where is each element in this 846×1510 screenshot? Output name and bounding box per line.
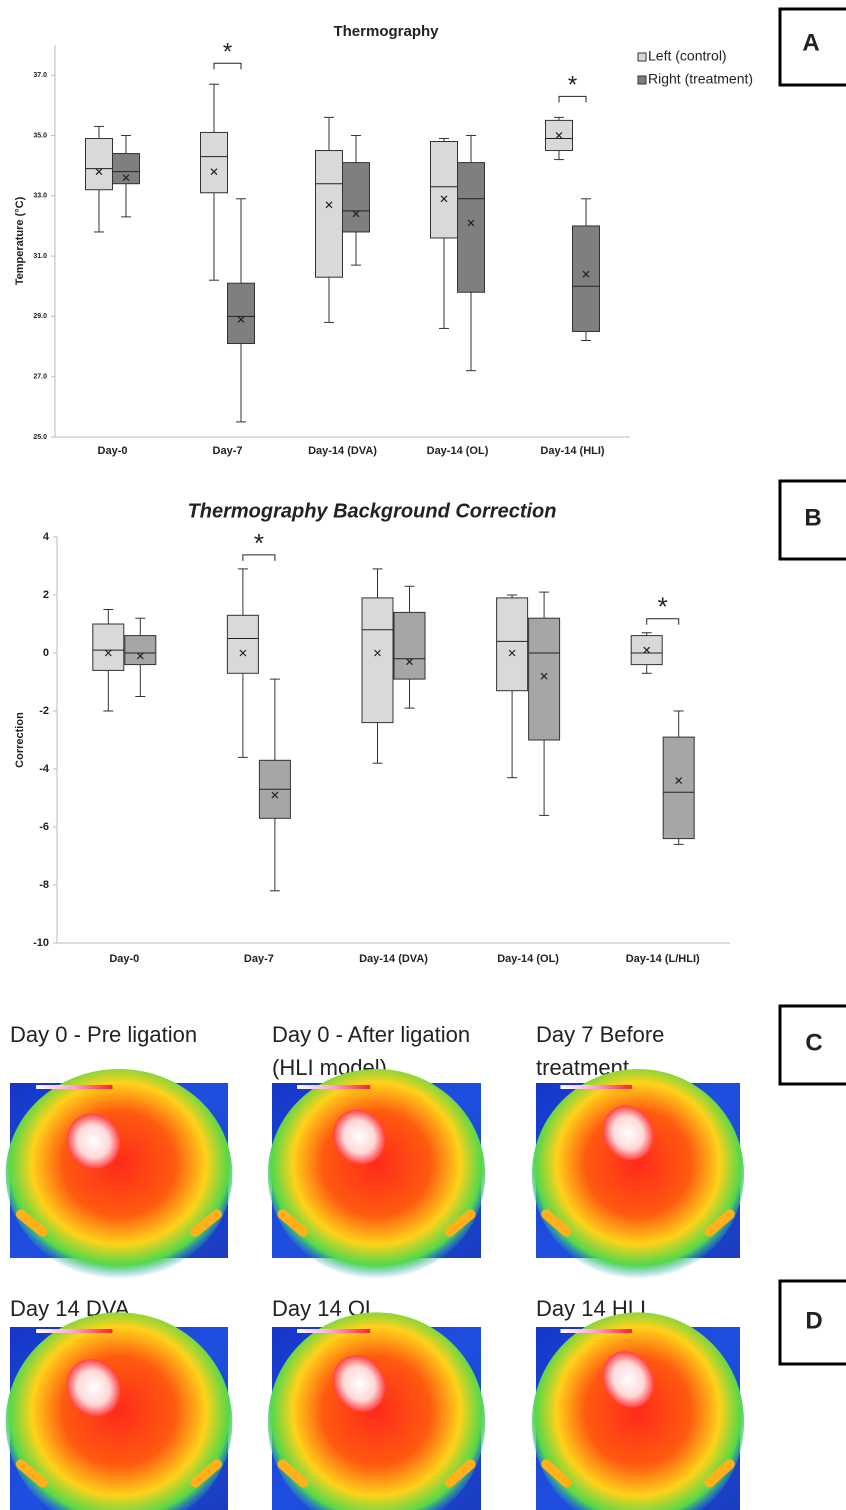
color-scale: [560, 1329, 631, 1333]
x-tick-label: Day-7: [213, 445, 243, 457]
color-scale: [36, 1329, 112, 1333]
box: [86, 138, 113, 189]
panel-label: C: [805, 1029, 822, 1056]
x-tick-label: Day-14 (DVA): [308, 445, 377, 457]
color-scale: [560, 1085, 631, 1089]
thermal-image: [268, 1069, 485, 1279]
chart-title: Thermography Background Correction: [188, 500, 557, 522]
image-caption: Day 0 - After ligation: [272, 1022, 470, 1047]
body-heat: [6, 1069, 233, 1279]
x-tick-label: Day-14 (HLI): [540, 445, 605, 457]
y-tick-label: 35.0: [33, 132, 47, 139]
x-tick-label: Day-7: [244, 953, 274, 965]
panel-label: D: [805, 1307, 822, 1334]
y-axis-label: Correction: [14, 712, 26, 768]
box: [227, 615, 258, 673]
figure: A B C D Thermography Temperature (°C) 25.0…: [0, 0, 846, 1510]
box: [343, 163, 370, 232]
thermal-image: [6, 1069, 233, 1279]
significance-mark: *: [658, 592, 668, 622]
image-caption: Day 0 - Pre ligation: [10, 1022, 197, 1047]
box: [431, 141, 458, 237]
image-caption: Day 7 Before: [536, 1022, 664, 1047]
y-tick-label: 2: [43, 589, 49, 601]
legend-swatch: [638, 76, 646, 84]
y-tick-label: 0: [43, 647, 49, 659]
thermal-image: [532, 1312, 744, 1510]
x-tick-label: Day-14 (OL): [427, 445, 489, 457]
color-scale: [36, 1085, 112, 1089]
panel-labels: A B C D: [780, 9, 846, 1364]
significance-mark: *: [254, 528, 264, 558]
y-tick-label: 25.0: [33, 434, 47, 441]
thermal-image: [532, 1069, 744, 1279]
significance-mark: *: [223, 39, 232, 66]
box: [529, 618, 560, 740]
legend-swatch: [638, 53, 646, 61]
page: {"chart_data": [ {"type": "box", "title"…: [0, 0, 846, 1510]
panel-label: A: [802, 29, 819, 56]
box: [497, 598, 528, 691]
x-tick-label: Day-14 (DVA): [359, 953, 428, 965]
box: [113, 154, 140, 184]
y-tick-label: -10: [33, 937, 49, 949]
y-tick-label: -8: [39, 879, 49, 891]
box: [573, 226, 600, 332]
legend-label: Left (control): [648, 48, 727, 64]
thermal-image: [268, 1312, 485, 1510]
y-tick-label: 31.0: [33, 253, 47, 260]
y-tick-label: -2: [39, 705, 49, 717]
box: [458, 163, 485, 293]
legend-label: Right (treatment): [648, 71, 753, 87]
body-heat: [532, 1069, 744, 1279]
box: [93, 624, 124, 670]
x-tick-label: Day-14 (L/HLI): [626, 953, 700, 965]
color-scale: [297, 1329, 370, 1333]
box: [663, 737, 694, 839]
box: [201, 132, 228, 192]
x-tick-label: Day-0: [98, 445, 128, 457]
box: [125, 636, 156, 665]
y-axis-label: Temperature (°C): [14, 196, 26, 285]
significance-mark: *: [568, 72, 577, 99]
box: [362, 598, 393, 723]
color-scale: [297, 1085, 370, 1089]
y-tick-label: -4: [39, 763, 50, 775]
panel-label: B: [804, 504, 821, 531]
box: [316, 151, 343, 278]
body-heat: [268, 1069, 485, 1279]
x-tick-label: Day-14 (OL): [497, 953, 559, 965]
y-tick-label: -6: [39, 821, 49, 833]
thermal-image: [6, 1312, 233, 1510]
chart-title: Thermography: [333, 23, 439, 40]
box: [394, 612, 425, 679]
y-tick-label: 27.0: [33, 374, 47, 381]
x-tick-label: Day-0: [109, 953, 139, 965]
y-tick-label: 4: [43, 531, 50, 543]
y-tick-label: 37.0: [33, 72, 47, 79]
y-tick-label: 33.0: [33, 193, 47, 200]
y-tick-label: 29.0: [33, 313, 47, 320]
box: [228, 283, 255, 343]
